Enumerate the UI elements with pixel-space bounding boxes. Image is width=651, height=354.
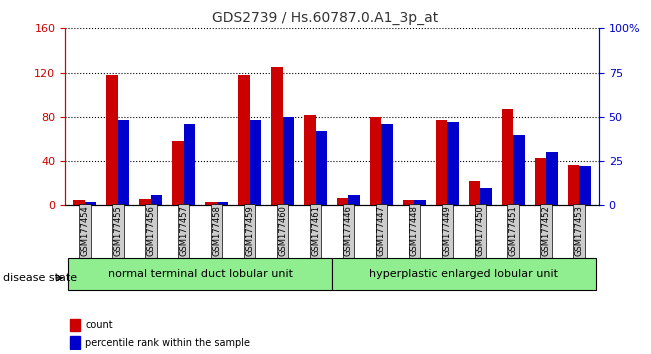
Bar (173, 141, 184, 205)
Bar (513, 135, 525, 205)
Bar (348, 195, 360, 205)
Text: GSM177460: GSM177460 (278, 206, 287, 256)
Bar (68, 258, 332, 290)
Text: GSM177459: GSM177459 (245, 206, 254, 256)
Text: hyperplastic enlarged lobular unit: hyperplastic enlarged lobular unit (369, 269, 559, 279)
Bar (337, 198, 348, 205)
Bar (74, 200, 85, 205)
Bar (249, 120, 261, 205)
Bar (381, 124, 393, 205)
Bar (238, 75, 249, 205)
Bar (106, 75, 118, 205)
Text: percentile rank within the sample: percentile rank within the sample (85, 338, 251, 348)
Text: GSM177448: GSM177448 (410, 206, 419, 256)
Text: disease state: disease state (3, 273, 77, 283)
Bar (205, 202, 217, 205)
Bar (370, 117, 381, 205)
Bar (184, 124, 195, 205)
Text: GSM177456: GSM177456 (146, 206, 156, 256)
Text: GSM177453: GSM177453 (575, 206, 584, 256)
Text: GSM177447: GSM177447 (377, 206, 386, 256)
Bar (217, 202, 229, 205)
Bar (534, 158, 546, 205)
Text: GSM177454: GSM177454 (80, 206, 89, 256)
Bar (70, 319, 80, 331)
Bar (70, 336, 80, 349)
Bar (283, 117, 294, 205)
Bar (469, 181, 480, 205)
Bar (579, 166, 590, 205)
Bar (271, 67, 283, 205)
Text: GSM177449: GSM177449 (443, 206, 452, 256)
Text: GSM177461: GSM177461 (311, 206, 320, 256)
Text: GSM177450: GSM177450 (476, 206, 485, 256)
Text: GSM177455: GSM177455 (113, 206, 122, 256)
Text: GSM177452: GSM177452 (542, 206, 551, 256)
Bar (85, 202, 96, 205)
Bar (403, 200, 415, 205)
Bar (568, 166, 579, 205)
Bar (118, 120, 130, 205)
Bar (151, 195, 162, 205)
Text: GSM177458: GSM177458 (212, 206, 221, 256)
Bar (447, 122, 459, 205)
Bar (139, 199, 151, 205)
Text: GDS2739 / Hs.60787.0.A1_3p_at: GDS2739 / Hs.60787.0.A1_3p_at (212, 11, 439, 25)
Text: GSM177457: GSM177457 (179, 206, 188, 256)
Text: GSM177446: GSM177446 (344, 206, 353, 256)
Bar (436, 120, 447, 205)
Text: count: count (85, 320, 113, 330)
Text: GSM177451: GSM177451 (508, 206, 518, 256)
Bar (415, 200, 426, 205)
Bar (304, 115, 316, 205)
Bar (502, 109, 513, 205)
Text: normal terminal duct lobular unit: normal terminal duct lobular unit (107, 269, 293, 279)
Bar (316, 131, 327, 205)
Bar (480, 188, 492, 205)
Bar (332, 258, 596, 290)
Bar (546, 152, 558, 205)
